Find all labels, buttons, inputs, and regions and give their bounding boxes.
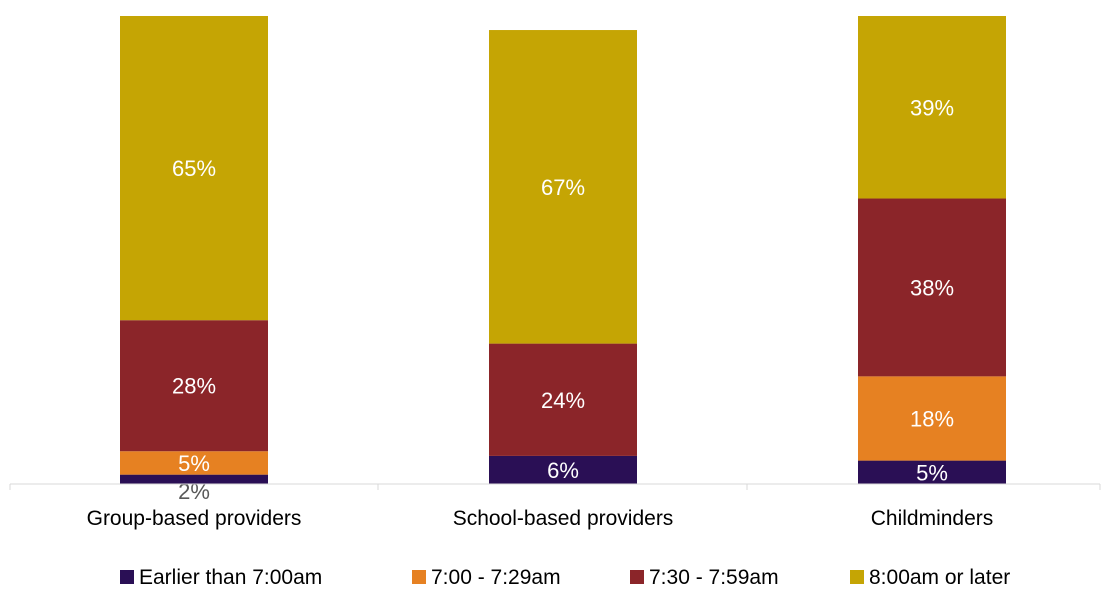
bar-segment <box>120 16 268 321</box>
bars-layer: 2% 5% 28% 65% 6% 24% 67% 5% 18% 38% 39% <box>120 16 1006 504</box>
data-label: 65% <box>172 156 216 181</box>
x-tick-label: School-based providers <box>453 507 674 530</box>
bar-segment <box>858 460 1006 484</box>
bar-segment <box>489 455 637 484</box>
legend: Earlier than 7:00am 7:00 - 7:29am 7:30 - 7… <box>120 566 1010 589</box>
x-tick-label: Group-based providers <box>87 507 302 530</box>
legend-swatch <box>120 570 134 584</box>
data-label: 6% <box>547 458 579 483</box>
legend-swatch <box>412 570 426 584</box>
data-label: 39% <box>910 95 954 120</box>
bar-segment <box>120 451 268 475</box>
bar-segment <box>489 30 637 344</box>
data-label: 2% <box>178 479 210 504</box>
data-label: 5% <box>916 460 948 485</box>
data-label: 28% <box>172 374 216 399</box>
legend-swatch <box>630 570 644 584</box>
data-label: 5% <box>178 451 210 476</box>
x-axis: Group-based providers School-based provid… <box>9 483 1101 530</box>
bar-segment <box>858 198 1006 377</box>
data-label: 24% <box>541 388 585 413</box>
legend-swatch <box>850 570 864 584</box>
legend-label: Earlier than 7:00am <box>139 566 322 589</box>
data-label: 18% <box>910 406 954 431</box>
bar-segment <box>120 474 268 484</box>
legend-label: 8:00am or later <box>869 566 1010 589</box>
bar-segment <box>858 16 1006 199</box>
legend-label: 7:00 - 7:29am <box>431 566 561 589</box>
bar-segment <box>120 320 268 452</box>
x-tick-label: Childminders <box>871 507 994 530</box>
data-label: 67% <box>541 175 585 200</box>
bar-segment <box>858 376 1006 461</box>
legend-label: 7:30 - 7:59am <box>649 566 779 589</box>
bar-segment <box>489 343 637 456</box>
data-label: 38% <box>910 275 954 300</box>
